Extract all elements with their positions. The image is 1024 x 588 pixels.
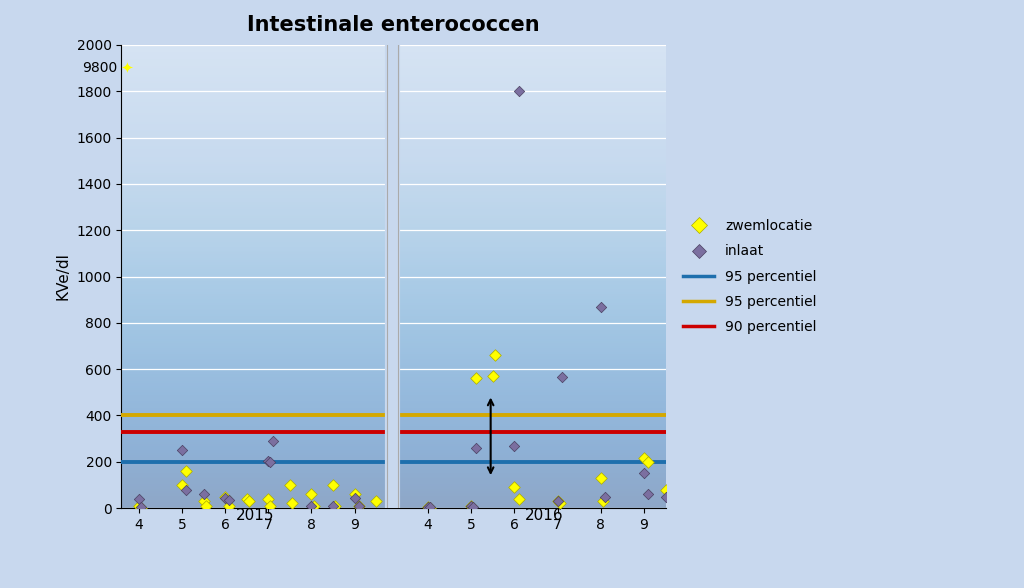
- Point: [325, 501, 341, 510]
- Point: [131, 501, 147, 510]
- Point: [284, 499, 300, 508]
- Point: [486, 350, 503, 360]
- Point: [262, 501, 279, 510]
- Text: 2015: 2015: [237, 508, 274, 523]
- Point: [282, 480, 298, 490]
- Point: [422, 503, 438, 512]
- Point: [463, 501, 479, 510]
- Point: [465, 502, 481, 512]
- Point: [640, 490, 656, 499]
- Point: [303, 490, 319, 499]
- Point: [133, 503, 150, 512]
- Point: [305, 501, 322, 510]
- Point: [506, 441, 522, 450]
- Point: [174, 480, 190, 490]
- Point: [260, 456, 276, 465]
- Y-axis label: KVe/dl: KVe/dl: [56, 253, 71, 300]
- Point: [467, 443, 483, 453]
- Point: [422, 503, 438, 512]
- Point: [260, 494, 276, 503]
- Point: [325, 480, 341, 490]
- Point: [463, 501, 479, 510]
- Point: [597, 492, 613, 501]
- Point: [595, 496, 611, 506]
- Point: [217, 492, 233, 501]
- Point: [351, 501, 368, 510]
- Point: [593, 473, 609, 483]
- Point: [133, 502, 150, 512]
- Point: [196, 496, 212, 506]
- Point: [511, 86, 527, 96]
- Point: [368, 496, 384, 506]
- Point: [467, 374, 483, 383]
- Point: [593, 302, 609, 311]
- Title: Intestinale enterococcen: Intestinale enterococcen: [247, 15, 540, 35]
- Point: [303, 501, 319, 510]
- Point: [221, 501, 238, 510]
- Point: [550, 496, 566, 506]
- Point: [420, 502, 436, 512]
- Point: [506, 483, 522, 492]
- Point: [484, 372, 501, 381]
- Point: [241, 496, 257, 506]
- Point: [327, 501, 343, 510]
- Text: 2016: 2016: [525, 508, 564, 523]
- Text: ✦: ✦: [121, 60, 133, 75]
- Point: [511, 494, 527, 503]
- Point: [640, 457, 656, 466]
- Point: [346, 490, 362, 499]
- Point: [196, 490, 212, 499]
- Point: [198, 501, 214, 510]
- Point: [264, 436, 281, 446]
- Legend: zwemlocatie, inlaat, 95 percentiel, 95 percentiel, 90 percentiel: zwemlocatie, inlaat, 95 percentiel, 95 p…: [678, 213, 822, 339]
- Point: [178, 466, 195, 476]
- Text: 9800: 9800: [83, 61, 118, 75]
- Point: [217, 493, 233, 502]
- Point: [174, 446, 190, 455]
- Point: [636, 453, 652, 463]
- Point: [239, 494, 255, 503]
- Point: [554, 373, 570, 382]
- Point: [131, 494, 147, 503]
- Point: [550, 496, 566, 506]
- Point: [351, 501, 368, 510]
- Point: [657, 492, 674, 501]
- Point: [346, 493, 362, 502]
- Point: [221, 495, 238, 505]
- Point: [178, 485, 195, 495]
- Point: [262, 457, 279, 466]
- Bar: [387, 45, 397, 508]
- Point: [657, 485, 674, 495]
- Point: [420, 502, 436, 512]
- Point: [636, 469, 652, 478]
- Point: [552, 499, 568, 508]
